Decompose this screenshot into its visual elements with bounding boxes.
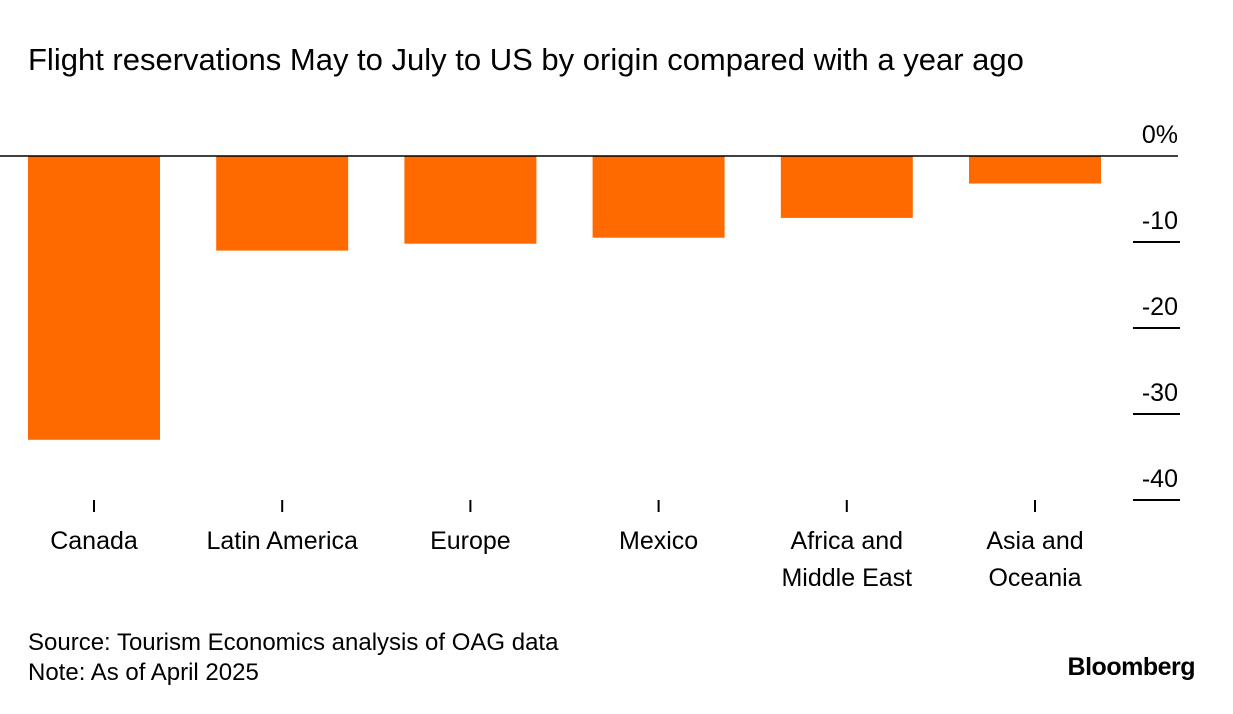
x-tick-label-2: Europe — [430, 527, 511, 555]
x-tick-label-1: Latin America — [206, 527, 358, 555]
y-tick-label-3: -30 — [1142, 379, 1178, 407]
chart-title: Flight reservations May to July to US by… — [28, 42, 1024, 77]
bloomberg-logo: Bloomberg — [1067, 653, 1196, 681]
bar-5 — [969, 156, 1101, 184]
y-axis: 0% -10 -20 -30 -40 — [1133, 121, 1180, 501]
y-tick-label-2: -20 — [1142, 293, 1178, 321]
y-tick-label-1: -10 — [1142, 207, 1178, 235]
bar-1 — [216, 156, 349, 251]
source-note: Source: Tourism Economics analysis of OA… — [28, 629, 559, 656]
x-axis: Canada Latin America Europe Mexico Africa an… — [50, 500, 1084, 592]
x-tick-label-0: Canada — [50, 527, 138, 555]
y-tick-label-0: 0% — [1142, 121, 1178, 149]
bars-group — [28, 156, 1101, 440]
x-tick-label-3: Mexico — [619, 527, 698, 555]
bar-4 — [780, 156, 913, 218]
x-tick-label-5: Asia and Oceania — [986, 527, 1083, 592]
bar-2 — [404, 156, 537, 244]
y-tick-label-4: -40 — [1142, 465, 1178, 493]
bar-0 — [28, 156, 160, 440]
bar-3 — [592, 156, 725, 238]
chart-footer: Source: Tourism Economics analysis of OA… — [28, 628, 558, 688]
x-tick-label-4: Africa and Middle East — [781, 527, 912, 592]
date-note: Note: As of April 2025 — [28, 659, 259, 686]
